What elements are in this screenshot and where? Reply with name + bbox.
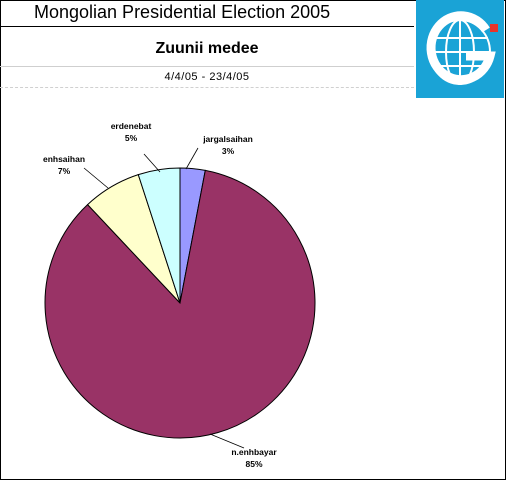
leader-line (185, 147, 199, 170)
date-range: 4/4/05 - 23/4/05 (164, 71, 250, 83)
slice-label: jargalsaihan (202, 134, 253, 144)
divider (0, 87, 414, 88)
pie-slice-n-enhbayar (44, 169, 316, 439)
leader-line (209, 433, 245, 449)
title-bar: Mongolian Presidential Election 2005 (0, 0, 414, 27)
chart-subtitle: Zuunii medee (155, 40, 259, 57)
slice-value-label: 7% (58, 166, 71, 176)
slice-label: n.enhbayar (231, 447, 277, 457)
logo (416, 0, 504, 98)
slice-label: enhsaihan (43, 154, 85, 164)
globe-g-icon (426, 11, 498, 85)
slice-label: erdenebat (111, 121, 152, 131)
divider (0, 66, 414, 67)
slice-value-label: 3% (222, 146, 235, 156)
leader-line (83, 167, 109, 189)
page-title: Mongolian Presidential Election 2005 (34, 2, 331, 22)
slice-value-label: 85% (245, 459, 262, 469)
slice-value-label: 5% (125, 133, 138, 143)
leader-line (143, 153, 161, 173)
pie-slice-erdenebat (137, 167, 181, 304)
